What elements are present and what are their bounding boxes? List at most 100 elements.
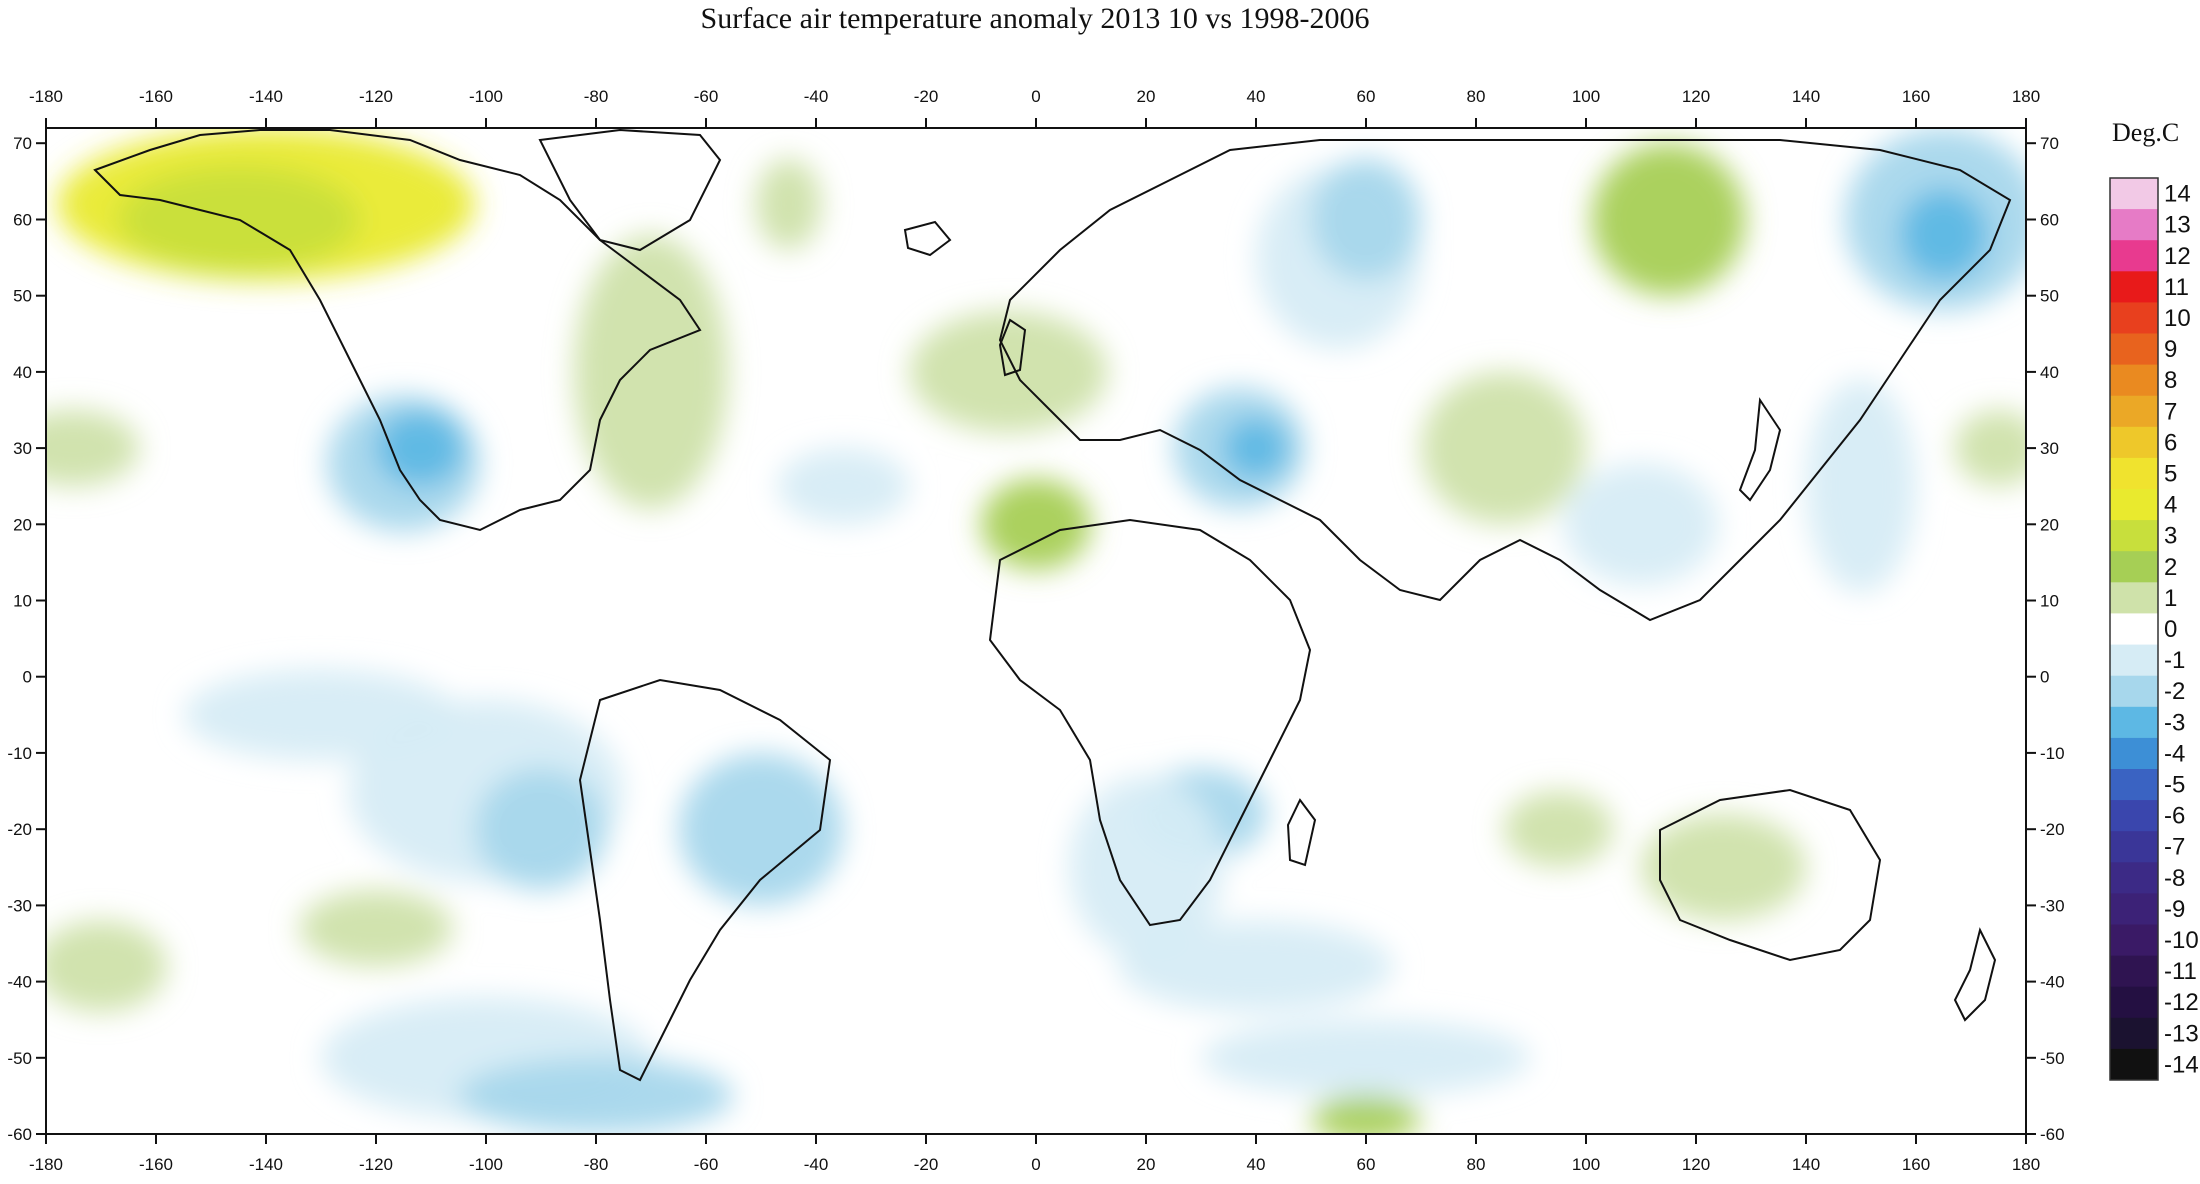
lon-tick-label-bottom: -40 xyxy=(804,1155,829,1174)
lat-tick-label-left: 20 xyxy=(13,515,32,534)
colorbar-swatch xyxy=(2110,955,2158,988)
colorbar-swatch xyxy=(2110,613,2158,645)
lon-tick-label-top: 140 xyxy=(1792,87,1820,106)
colorbar-swatch xyxy=(2110,551,2158,583)
colorbar-swatch xyxy=(2110,644,2158,677)
lon-tick-label-bottom: -100 xyxy=(469,1155,503,1174)
colorbar-swatch xyxy=(2110,706,2158,739)
colorbar-swatch xyxy=(2110,395,2158,428)
colorbar-level-label: -13 xyxy=(2164,1020,2199,1047)
lat-tick-label-left: -40 xyxy=(7,973,32,992)
coastline-australia xyxy=(1659,788,1882,962)
anomaly-region-22 xyxy=(1421,371,1586,525)
lat-tick-label-right: 50 xyxy=(2040,287,2059,306)
axis-tick-labels: -180-180-160-160-140-140-120-120-100-100… xyxy=(7,87,2064,1174)
lon-tick-label-top: 120 xyxy=(1682,87,1710,106)
colorbar-frame xyxy=(2109,177,2159,1081)
lat-tick-label-left: 0 xyxy=(23,668,32,687)
lat-tick-label-right: 40 xyxy=(2040,363,2059,382)
colorbar-swatch xyxy=(2110,582,2158,614)
colorbar-level-label: 11 xyxy=(2164,274,2189,301)
plot-area xyxy=(45,127,2027,1135)
lon-tick-label-top: 0 xyxy=(1031,87,1040,106)
coastline-japan xyxy=(1738,397,1782,502)
lon-tick-label-top: 20 xyxy=(1137,87,1156,106)
colorbar-swatch xyxy=(2110,1048,2158,1081)
colorbar-level-label: 1 xyxy=(2164,585,2177,612)
lon-tick-label-bottom: -120 xyxy=(359,1155,393,1174)
lon-tick-label-bottom: 40 xyxy=(1247,1155,1266,1174)
colorbar-swatch xyxy=(2110,271,2158,303)
coastline-eurasia xyxy=(998,139,2012,622)
lon-tick-label-top: -100 xyxy=(469,87,503,106)
lat-tick-label-left: 40 xyxy=(13,363,32,382)
colorbar-swatch xyxy=(2110,924,2158,957)
colorbar-level-label: -12 xyxy=(2164,989,2199,1016)
colorbar-swatch xyxy=(2110,737,2158,770)
lon-tick-label-top: -20 xyxy=(914,87,939,106)
lat-tick-label-left: 60 xyxy=(13,211,32,230)
colorbar-level-label: -5 xyxy=(2164,772,2185,799)
axis-ticks xyxy=(36,118,2036,1144)
colorbar-swatch xyxy=(2110,1017,2158,1050)
lon-tick-label-top: 80 xyxy=(1467,87,1486,106)
colorbar-level-label: 14 xyxy=(2164,181,2191,208)
anomaly-region-34 xyxy=(1311,1095,1421,1134)
colorbar-level-label: 8 xyxy=(2164,367,2177,394)
anomaly-region-21 xyxy=(1311,158,1421,281)
lon-tick-label-bottom: 180 xyxy=(2012,1155,2040,1174)
colorbar-swatch xyxy=(2110,986,2158,1019)
lat-tick-label-right: -30 xyxy=(2040,896,2065,915)
lat-tick-label-left: -20 xyxy=(7,820,32,839)
lat-tick-label-right: -50 xyxy=(2040,1049,2065,1068)
colorbar-level-label: -10 xyxy=(2164,927,2199,954)
anomaly-region-11 xyxy=(678,753,844,906)
lon-tick-label-top: 60 xyxy=(1357,87,1376,106)
colorbar-swatch xyxy=(2110,364,2158,397)
lon-tick-label-top: -80 xyxy=(584,87,609,106)
anomaly-region-25 xyxy=(1899,189,1988,281)
lon-tick-label-bottom: 80 xyxy=(1467,1155,1486,1174)
anomaly-region-15 xyxy=(458,1057,734,1134)
anomaly-field xyxy=(46,128,2026,1134)
colorbar-level-label: -7 xyxy=(2164,834,2185,861)
lon-tick-label-bottom: 140 xyxy=(1792,1155,1820,1174)
lat-tick-label-left: 30 xyxy=(13,439,32,458)
anomaly-region-16 xyxy=(909,310,1108,433)
lat-tick-label-right: 10 xyxy=(2040,592,2059,611)
colorbar-swatch xyxy=(2110,178,2158,210)
colorbar-level-label: -11 xyxy=(2164,958,2197,985)
anomaly-region-31 xyxy=(1118,920,1394,1012)
colorbar-level-label: 13 xyxy=(2164,212,2191,239)
lat-tick-label-right: 0 xyxy=(2040,668,2049,687)
anomaly-region-19 xyxy=(1223,417,1289,479)
anomaly-region-17 xyxy=(981,478,1091,570)
anomaly-region-35 xyxy=(1201,1019,1531,1096)
lon-tick-label-top: -40 xyxy=(804,87,829,106)
lon-tick-label-bottom: 60 xyxy=(1357,1155,1376,1174)
colorbar-swatch xyxy=(2110,333,2158,366)
colorbar-swatch xyxy=(2110,862,2158,894)
lon-tick-label-top: -140 xyxy=(249,87,283,106)
colorbar-swatch xyxy=(2110,769,2158,801)
coastline-madagascar xyxy=(1286,798,1317,867)
colorbar-swatch xyxy=(2110,893,2158,925)
anomaly-region-3 xyxy=(376,410,464,487)
colorbar-level-label: 9 xyxy=(2164,336,2177,363)
lon-tick-label-top: 160 xyxy=(1902,87,1930,106)
coastline-uk xyxy=(998,318,1027,377)
coastline-new-zealand xyxy=(1953,927,1997,1022)
lat-tick-label-right: 70 xyxy=(2040,134,2059,153)
lat-tick-label-right: 20 xyxy=(2040,515,2059,534)
colorbar-swatch xyxy=(2110,209,2158,241)
lon-tick-label-bottom: -140 xyxy=(249,1155,283,1174)
lat-tick-label-left: -10 xyxy=(7,744,32,763)
plot-background xyxy=(46,128,2026,1134)
lat-tick-label-left: 10 xyxy=(13,592,32,611)
anomaly-region-13 xyxy=(299,890,453,967)
lat-tick-label-left: 50 xyxy=(13,287,32,306)
colorbar-level-label: 12 xyxy=(2164,243,2191,270)
colorbar-level-label: -6 xyxy=(2164,803,2185,830)
lat-tick-label-left: 70 xyxy=(13,134,32,153)
coastline-south-america xyxy=(578,678,832,1082)
